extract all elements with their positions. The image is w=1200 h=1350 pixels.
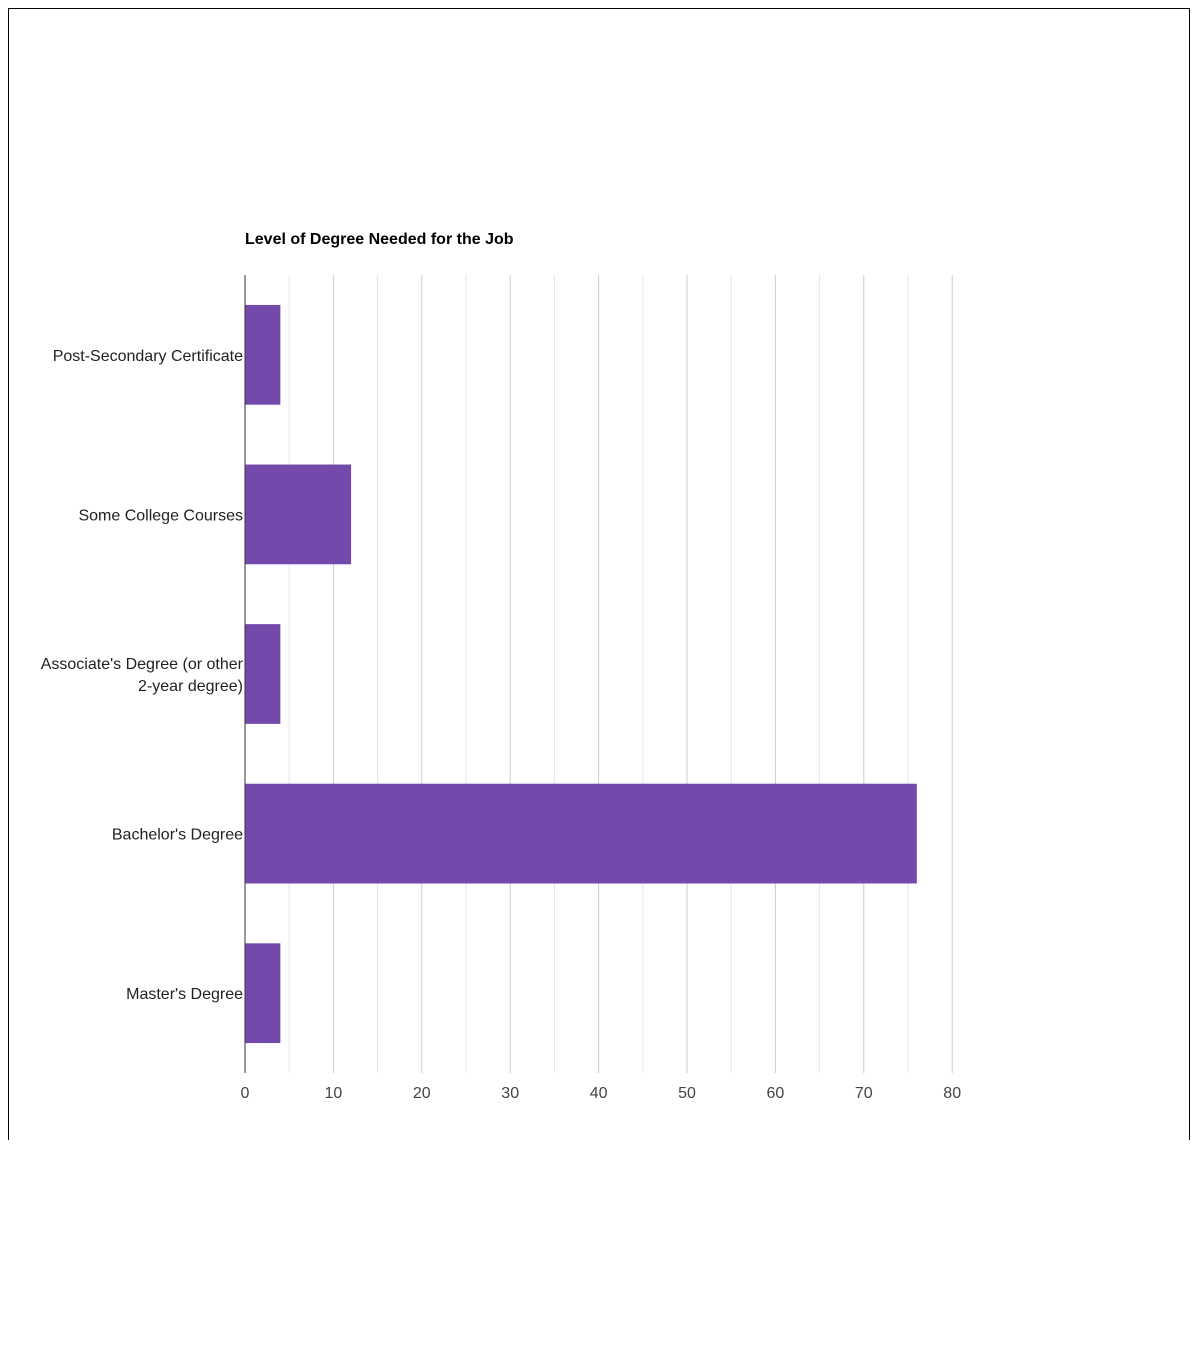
tick-labels: 0 10 20 30 40 50 60 70 80: [241, 1085, 962, 1102]
x-tick-label: 0: [241, 1085, 250, 1102]
x-tick-label: 40: [590, 1085, 608, 1102]
bar: [245, 624, 281, 724]
bar: [245, 304, 281, 405]
x-tick-label: 20: [413, 1085, 431, 1102]
bar: [245, 464, 352, 565]
x-tick-label: 70: [855, 1085, 873, 1102]
category-label: Bachelor's Degree: [112, 827, 243, 844]
category-label: Associate's Degree (or other: [41, 656, 244, 673]
x-tick-label: 60: [767, 1085, 785, 1102]
grid-lines: [288, 275, 953, 1073]
category-label: Master's Degree: [126, 986, 243, 1003]
x-tick-label: 30: [501, 1085, 519, 1102]
bars: [245, 304, 917, 1044]
bar: [245, 783, 917, 884]
category-label: Some College Courses: [78, 507, 243, 524]
x-tick-label: 80: [943, 1085, 961, 1102]
category-label: 2-year degree): [138, 678, 243, 695]
chart-frame: [8, 8, 1190, 1140]
x-tick-label: 10: [325, 1085, 343, 1102]
category-label: Post-Secondary Certificate: [53, 348, 243, 365]
chart-title: Level of Degree Needed for the Job: [245, 231, 514, 248]
x-tick-label: 50: [678, 1085, 696, 1102]
category-labels: Post-Secondary Certificate Some College C…: [41, 348, 244, 1003]
bar: [245, 943, 281, 1044]
